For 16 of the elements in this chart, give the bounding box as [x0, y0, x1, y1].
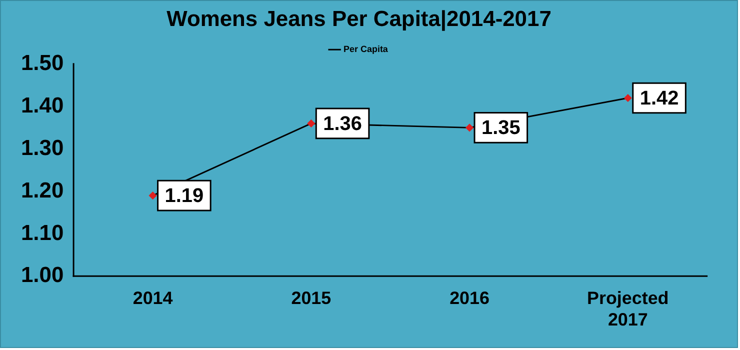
legend-label: Per Capita	[344, 44, 389, 54]
y-tick-label: 1.20	[20, 177, 64, 202]
x-tick-label: 2014	[132, 288, 173, 308]
x-tick-label: 2015	[291, 288, 332, 308]
x-tick-label: 2016	[450, 288, 490, 308]
y-tick-label: 1.30	[20, 134, 64, 160]
y-tick-label: 1.40	[20, 92, 64, 118]
y-tick-label: 1.50	[20, 50, 64, 76]
data-label: 1.42	[640, 87, 679, 110]
x-tick-label: Projected 2017	[587, 288, 669, 330]
chart-title: Womens Jeans Per Capita|2014-2017	[166, 6, 552, 32]
data-label: 1.35	[482, 117, 520, 140]
y-tick-label: 1.00	[20, 262, 64, 288]
data-label: 1.36	[323, 112, 362, 135]
y-tick-label: 1.10	[20, 220, 64, 245]
data-label: 1.19	[164, 185, 204, 208]
